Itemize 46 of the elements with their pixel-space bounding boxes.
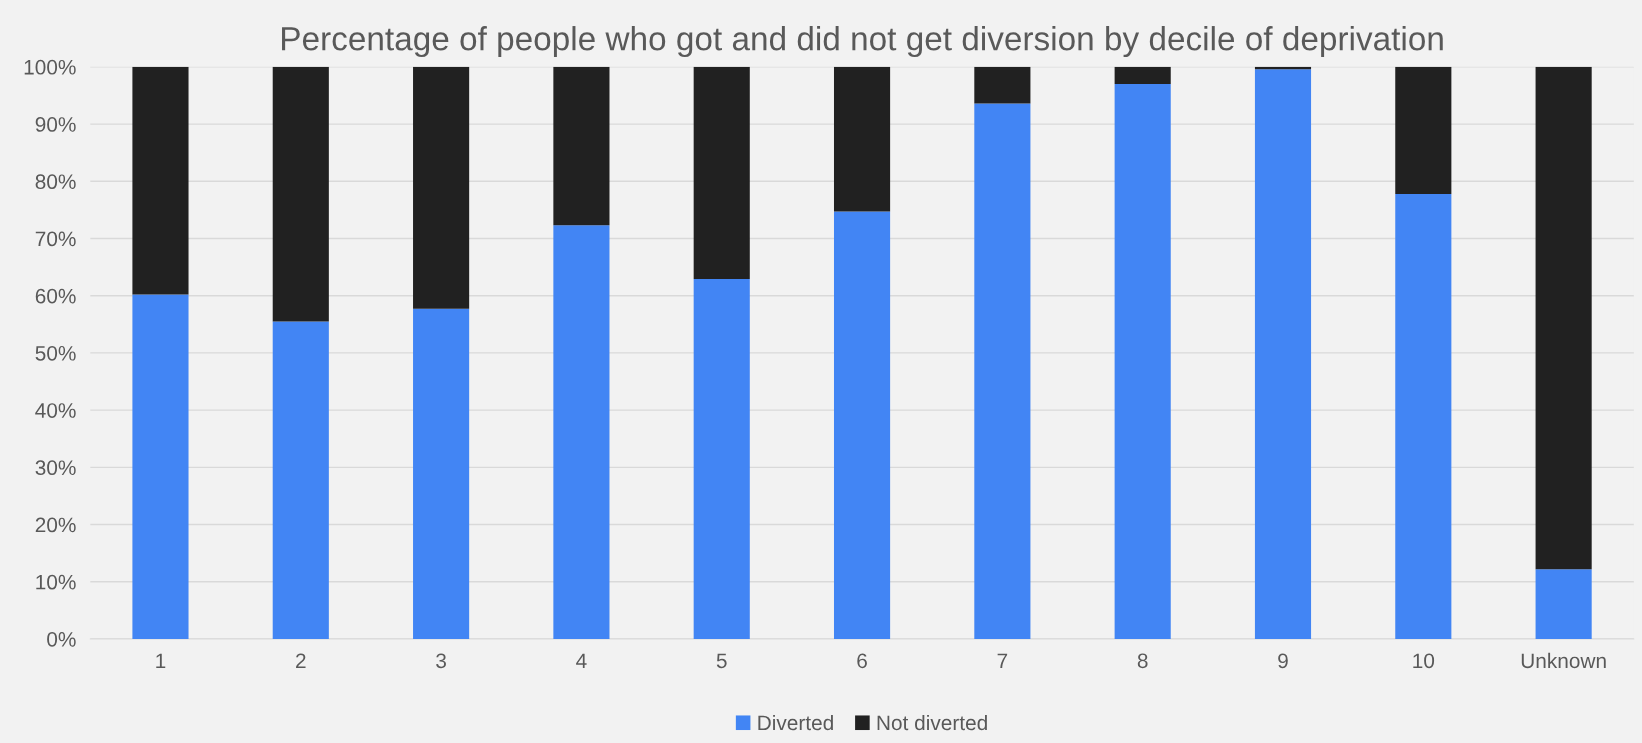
bar: [1395, 193, 1452, 639]
bar: [1395, 66, 1452, 194]
x-tick-label: 5: [716, 653, 727, 669]
y-tick-label: 70%: [35, 231, 76, 247]
bar: [833, 66, 891, 212]
bar: [132, 66, 189, 295]
x-tick-label: 9: [1278, 653, 1288, 669]
bar: [413, 308, 470, 639]
x-tick-label: 4: [576, 653, 587, 668]
legend-label: Diverted: [758, 714, 833, 731]
bar: [974, 103, 1031, 639]
bar: [553, 225, 610, 639]
y-tick-label: 10%: [36, 574, 76, 590]
chart-title: Percentage of people who got and did not get diversion by decile of deprivation: [282, 26, 1443, 58]
bar: [833, 211, 891, 639]
bar: [413, 66, 470, 309]
y-tick-label: 30%: [35, 460, 76, 476]
bar: [1535, 569, 1592, 639]
bar: [553, 66, 610, 226]
y-tick-label: 40%: [35, 403, 76, 418]
bar: [1535, 66, 1592, 570]
bar: [693, 279, 750, 639]
y-tick-label: 80%: [35, 174, 76, 190]
bar: [272, 321, 329, 639]
y-tick-label: 60%: [35, 288, 76, 304]
bar: [1114, 84, 1171, 639]
x-tick-label: 3: [436, 653, 446, 669]
bar: [132, 294, 189, 639]
x-tick-label: 10: [1413, 653, 1435, 669]
bar: [1114, 66, 1171, 85]
y-tick-label: 90%: [35, 117, 76, 132]
bar: [693, 66, 750, 280]
x-tick-label: 1: [156, 653, 166, 668]
bar: [272, 66, 329, 322]
legend-label: Not diverted: [877, 714, 987, 731]
x-tick-label: 6: [857, 653, 867, 669]
y-tick-label: 20%: [35, 517, 76, 533]
bar: [1254, 69, 1312, 639]
bar: [974, 66, 1031, 104]
y-tick-label: 50%: [35, 345, 76, 361]
x-tick-label: 7: [997, 653, 1008, 668]
y-tick-label: 0%: [47, 631, 76, 647]
x-tick-label: 8: [1137, 653, 1148, 669]
y-tick-label: 100%: [24, 59, 76, 75]
x-tick-label: 2: [296, 653, 306, 668]
x-tick-label: Unknown: [1521, 652, 1606, 669]
